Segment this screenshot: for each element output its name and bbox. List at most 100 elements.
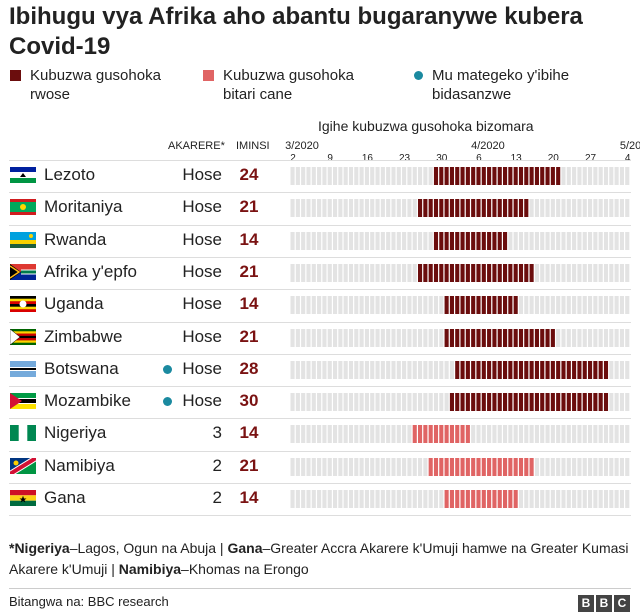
empty-day-cell (290, 457, 295, 476)
empty-day-cell (428, 328, 433, 347)
empty-day-cell (348, 360, 354, 379)
empty-day-cell (391, 231, 396, 250)
empty-day-cell (359, 263, 364, 282)
lockdown-day-bar (449, 457, 454, 476)
empty-day-cell (359, 360, 364, 379)
empty-day-cell (333, 231, 338, 250)
lockdown-day-bar (497, 393, 502, 412)
lockdown-day-bar (556, 167, 561, 185)
empty-day-cell (317, 457, 322, 476)
empty-day-cell (301, 231, 306, 250)
empty-day-cell (311, 328, 316, 347)
empty-day-cell (317, 393, 322, 412)
empty-day-cell (598, 167, 603, 185)
iminsi-value: 21 (239, 261, 259, 281)
row-divider (9, 256, 631, 258)
country-row-afrika-y-epfo: Afrika y'epfo Hose 21 (0, 257, 640, 289)
empty-day-cell (550, 263, 555, 282)
empty-day-cell (354, 457, 359, 476)
empty-day-cell (306, 425, 311, 444)
empty-day-cell (391, 490, 396, 508)
lockdown-day-bar (518, 167, 524, 185)
empty-day-cell (380, 263, 385, 282)
empty-day-cell (380, 393, 385, 412)
empty-day-cell (317, 167, 322, 185)
empty-day-cell (306, 328, 311, 347)
empty-day-cell (609, 393, 614, 412)
empty-day-cell (418, 167, 423, 185)
lockdown-day-bar (497, 167, 502, 185)
empty-day-cell (317, 263, 322, 282)
lockdown-day-bar (593, 393, 598, 412)
lockdown-day-bar (524, 167, 529, 185)
lockdown-day-bar (497, 199, 502, 218)
lockdown-day-bar (449, 328, 454, 347)
lockdown-day-bar (598, 360, 603, 379)
empty-day-cell (391, 457, 396, 476)
empty-day-cell (396, 296, 401, 315)
lockdown-day-bar (513, 360, 518, 379)
empty-day-cell (518, 425, 524, 444)
empty-day-cell (518, 231, 524, 250)
lockdown-day-bar (471, 393, 476, 412)
empty-day-cell (582, 296, 587, 315)
empty-day-cell (327, 425, 332, 444)
empty-day-cell (327, 393, 332, 412)
empty-day-cell (593, 425, 598, 444)
empty-day-cell (290, 296, 295, 315)
lockdown-day-bar (492, 328, 497, 347)
lockdown-day-bar (529, 328, 534, 347)
empty-day-cell (348, 167, 354, 185)
empty-day-cell (354, 328, 359, 347)
empty-day-cell (593, 167, 598, 185)
akarere-value: 2 (212, 488, 222, 507)
empty-day-cell (619, 263, 624, 282)
lockdown-day-bar (418, 425, 423, 444)
empty-day-cell (327, 490, 332, 508)
lockdown-day-bar (481, 360, 486, 379)
empty-day-cell (386, 328, 391, 347)
empty-day-cell (418, 328, 423, 347)
empty-day-cell (338, 199, 343, 218)
lockdown-day-bar (603, 393, 609, 412)
empty-day-cell (603, 457, 609, 476)
empty-day-cell (391, 296, 396, 315)
lockdown-day-bar (524, 328, 529, 347)
legend-partial: Kubuzwa gusohoka bitari cane (203, 66, 383, 104)
lockdown-day-bar (481, 296, 486, 315)
empty-day-cell (364, 328, 369, 347)
lockdown-day-bar (508, 393, 513, 412)
axis-tick-label: 6 (476, 153, 482, 164)
row-divider (9, 418, 631, 420)
empty-day-cell (545, 231, 550, 250)
country-name: Zimbabwe (44, 326, 123, 346)
lockdown-day-bar (465, 231, 470, 250)
empty-day-cell (338, 167, 343, 185)
empty-day-cell (577, 490, 582, 508)
empty-day-cell (322, 360, 327, 379)
empty-day-cell (364, 167, 369, 185)
empty-day-cell (545, 457, 550, 476)
empty-day-cell (343, 167, 348, 185)
empty-day-cell (327, 296, 332, 315)
lockdown-day-bar (534, 167, 539, 185)
lockdown-day-bar (566, 393, 571, 412)
empty-day-cell (614, 263, 619, 282)
empty-day-cell (327, 328, 332, 347)
empty-day-cell (518, 490, 524, 508)
lockdown-day-bar (455, 231, 460, 250)
lockdown-day-bar (455, 457, 460, 476)
empty-day-cell (418, 490, 423, 508)
empty-day-cell (582, 490, 587, 508)
empty-day-cell (534, 457, 539, 476)
footnote-text-1: –Lagos, Ogun na Abuja | (69, 540, 228, 556)
empty-day-cell (343, 393, 348, 412)
empty-day-cell (311, 360, 316, 379)
lockdown-day-bar (572, 360, 577, 379)
empty-day-cell (386, 231, 391, 250)
empty-day-cell (588, 167, 593, 185)
lockdown-day-bar (518, 457, 524, 476)
lockdown-day-bar (540, 328, 545, 347)
axis-month-label: 3/2020 (285, 140, 319, 152)
empty-day-cell (572, 328, 577, 347)
